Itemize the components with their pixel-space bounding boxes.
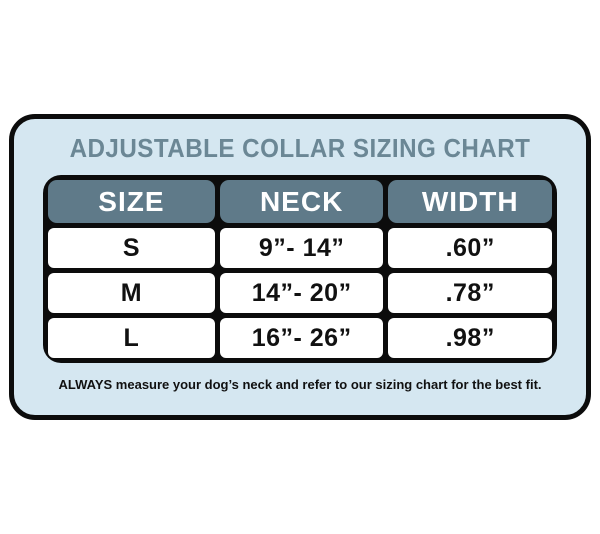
table-cell-neck-m: 14”- 20”: [219, 273, 384, 313]
table-cell-size-l: L: [48, 318, 215, 358]
column-header-width: WIDTH: [388, 180, 552, 223]
sizing-footnote: ALWAYS measure your dog’s neck and refer…: [58, 377, 542, 392]
column-header-size: SIZE: [48, 180, 215, 223]
table-cell-neck-l: 16”- 26”: [219, 318, 384, 358]
table-cell-neck-s: 9”- 14”: [219, 228, 384, 268]
table-cell-size-s: S: [48, 228, 215, 268]
table-cell-width-s: .60”: [388, 228, 552, 268]
sizing-table: SIZE NECK WIDTH S 9”- 14” .60” M 14”- 20…: [43, 175, 557, 363]
table-cell-width-l: .98”: [388, 318, 552, 358]
table-cell-size-m: M: [48, 273, 215, 313]
sizing-chart-card: ADJUSTABLE COLLAR SIZING CHART SIZE NECK…: [9, 114, 591, 420]
chart-title: ADJUSTABLE COLLAR SIZING CHART: [69, 133, 531, 163]
table-cell-width-m: .78”: [388, 273, 552, 313]
column-header-neck: NECK: [219, 180, 384, 223]
